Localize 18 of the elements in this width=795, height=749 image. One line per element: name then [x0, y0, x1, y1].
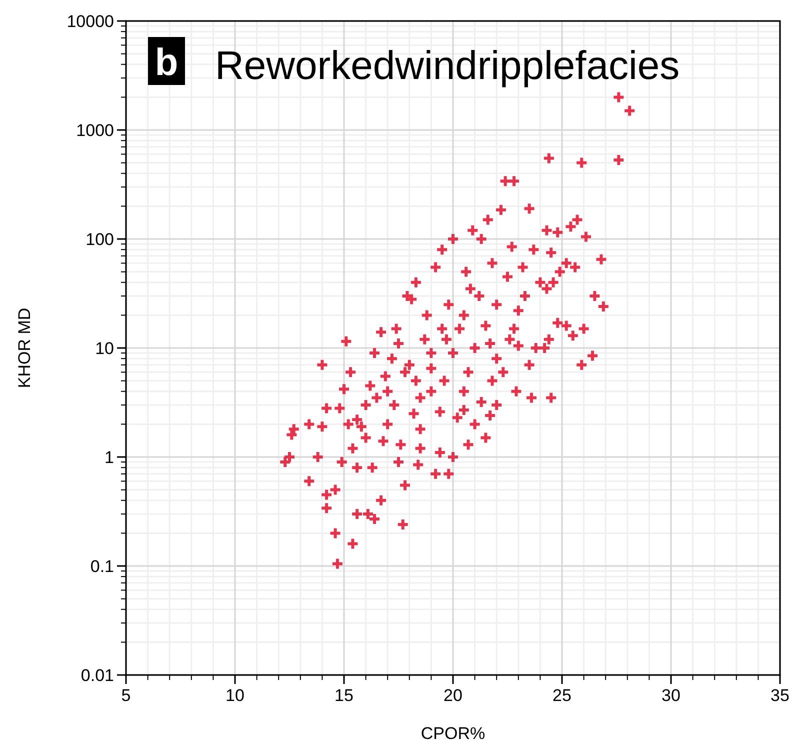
x-tick-label: 10: [226, 686, 244, 705]
x-tick-label: 20: [444, 686, 462, 705]
y-axis-title: KHOR MD: [15, 308, 34, 388]
y-tick-label: 1000: [76, 121, 114, 140]
x-tick-label: 15: [334, 686, 354, 705]
x-tick-label: 35: [770, 686, 790, 705]
x-tick-label: 25: [552, 686, 572, 705]
y-tick-label: 0.01: [80, 666, 114, 685]
annotation: b: [154, 42, 178, 84]
y-tick-label: 1: [104, 448, 114, 467]
x-tick-label: 30: [662, 686, 680, 705]
y-tick-label: 0.1: [90, 557, 114, 576]
y-tick-label: 100: [86, 230, 114, 249]
text: Reworkedwindripplefacies: [215, 44, 680, 88]
x-tick-label: 5: [121, 686, 131, 705]
y-tick-label: 10: [95, 339, 114, 358]
y-tick-label: 10000: [66, 12, 114, 31]
x-axis-title: CPOR%: [420, 724, 486, 743]
